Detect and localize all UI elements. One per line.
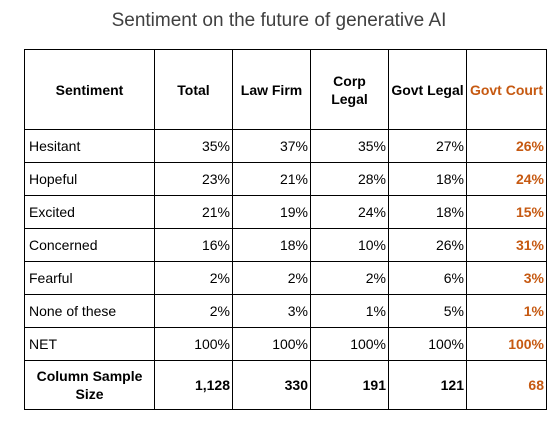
cell-law-firm: 330: [232, 360, 311, 410]
cell-law-firm: 100%: [232, 327, 311, 361]
table-row: Fearful 2% 2% 2% 6% 3%: [24, 261, 547, 295]
row-label: Hesitant: [24, 129, 155, 163]
cell-law-firm: 18%: [232, 228, 311, 262]
cell-govt-court: 3%: [466, 261, 547, 295]
cell-govt-legal: 6%: [388, 261, 467, 295]
cell-govt-court: 68: [466, 360, 547, 410]
cell-corp-legal: 10%: [310, 228, 389, 262]
cell-corp-legal: 1%: [310, 294, 389, 328]
header-row: Sentiment Total Law Firm Corp Legal Govt…: [24, 49, 547, 130]
table-row: Excited 21% 19% 24% 18% 15%: [24, 195, 547, 229]
cell-corp-legal: 191: [310, 360, 389, 410]
table-row: Concerned 16% 18% 10% 26% 31%: [24, 228, 547, 262]
cell-corp-legal: 100%: [310, 327, 389, 361]
cell-law-firm: 3%: [232, 294, 311, 328]
cell-law-firm: 21%: [232, 162, 311, 196]
cell-total: 23%: [154, 162, 233, 196]
cell-govt-legal: 100%: [388, 327, 467, 361]
header-sentiment: Sentiment: [24, 49, 155, 130]
cell-total: 16%: [154, 228, 233, 262]
cell-total: 2%: [154, 294, 233, 328]
cell-corp-legal: 24%: [310, 195, 389, 229]
cell-total: 1,128: [154, 360, 233, 410]
sentiment-table: Sentiment Total Law Firm Corp Legal Govt…: [24, 49, 547, 410]
table-row: Hesitant 35% 37% 35% 27% 26%: [24, 129, 547, 163]
table-row: Hopeful 23% 21% 28% 18% 24%: [24, 162, 547, 196]
cell-govt-legal: 18%: [388, 195, 467, 229]
cell-govt-legal: 18%: [388, 162, 467, 196]
cell-law-firm: 2%: [232, 261, 311, 295]
sample-size-row: Column Sample Size 1,128 330 191 121 68: [24, 360, 547, 410]
cell-govt-legal: 5%: [388, 294, 467, 328]
cell-govt-court: 15%: [466, 195, 547, 229]
cell-law-firm: 37%: [232, 129, 311, 163]
cell-law-firm: 19%: [232, 195, 311, 229]
row-label: NET: [24, 327, 155, 361]
cell-total: 35%: [154, 129, 233, 163]
row-label: Column Sample Size: [24, 360, 155, 410]
row-label: Hopeful: [24, 162, 155, 196]
cell-govt-court: 26%: [466, 129, 547, 163]
cell-total: 21%: [154, 195, 233, 229]
table-row: NET 100% 100% 100% 100% 100%: [24, 327, 547, 361]
row-label: Fearful: [24, 261, 155, 295]
cell-govt-legal: 121: [388, 360, 467, 410]
table-title: Sentiment on the future of generative AI: [111, 10, 447, 31]
header-govt-court: Govt Court: [466, 49, 547, 130]
header-corp-legal: Corp Legal: [310, 49, 389, 130]
cell-govt-court: 31%: [466, 228, 547, 262]
cell-corp-legal: 2%: [310, 261, 389, 295]
cell-total: 100%: [154, 327, 233, 361]
cell-govt-court: 1%: [466, 294, 547, 328]
cell-corp-legal: 28%: [310, 162, 389, 196]
header-law-firm: Law Firm: [232, 49, 311, 130]
header-govt-legal: Govt Legal: [388, 49, 467, 130]
cell-govt-legal: 27%: [388, 129, 467, 163]
header-total: Total: [154, 49, 233, 130]
row-label: None of these: [24, 294, 155, 328]
cell-total: 2%: [154, 261, 233, 295]
row-label: Concerned: [24, 228, 155, 262]
cell-corp-legal: 35%: [310, 129, 389, 163]
table-row: None of these 2% 3% 1% 5% 1%: [24, 294, 547, 328]
cell-govt-court: 24%: [466, 162, 547, 196]
cell-govt-legal: 26%: [388, 228, 467, 262]
row-label: Excited: [24, 195, 155, 229]
cell-govt-court: 100%: [466, 327, 547, 361]
